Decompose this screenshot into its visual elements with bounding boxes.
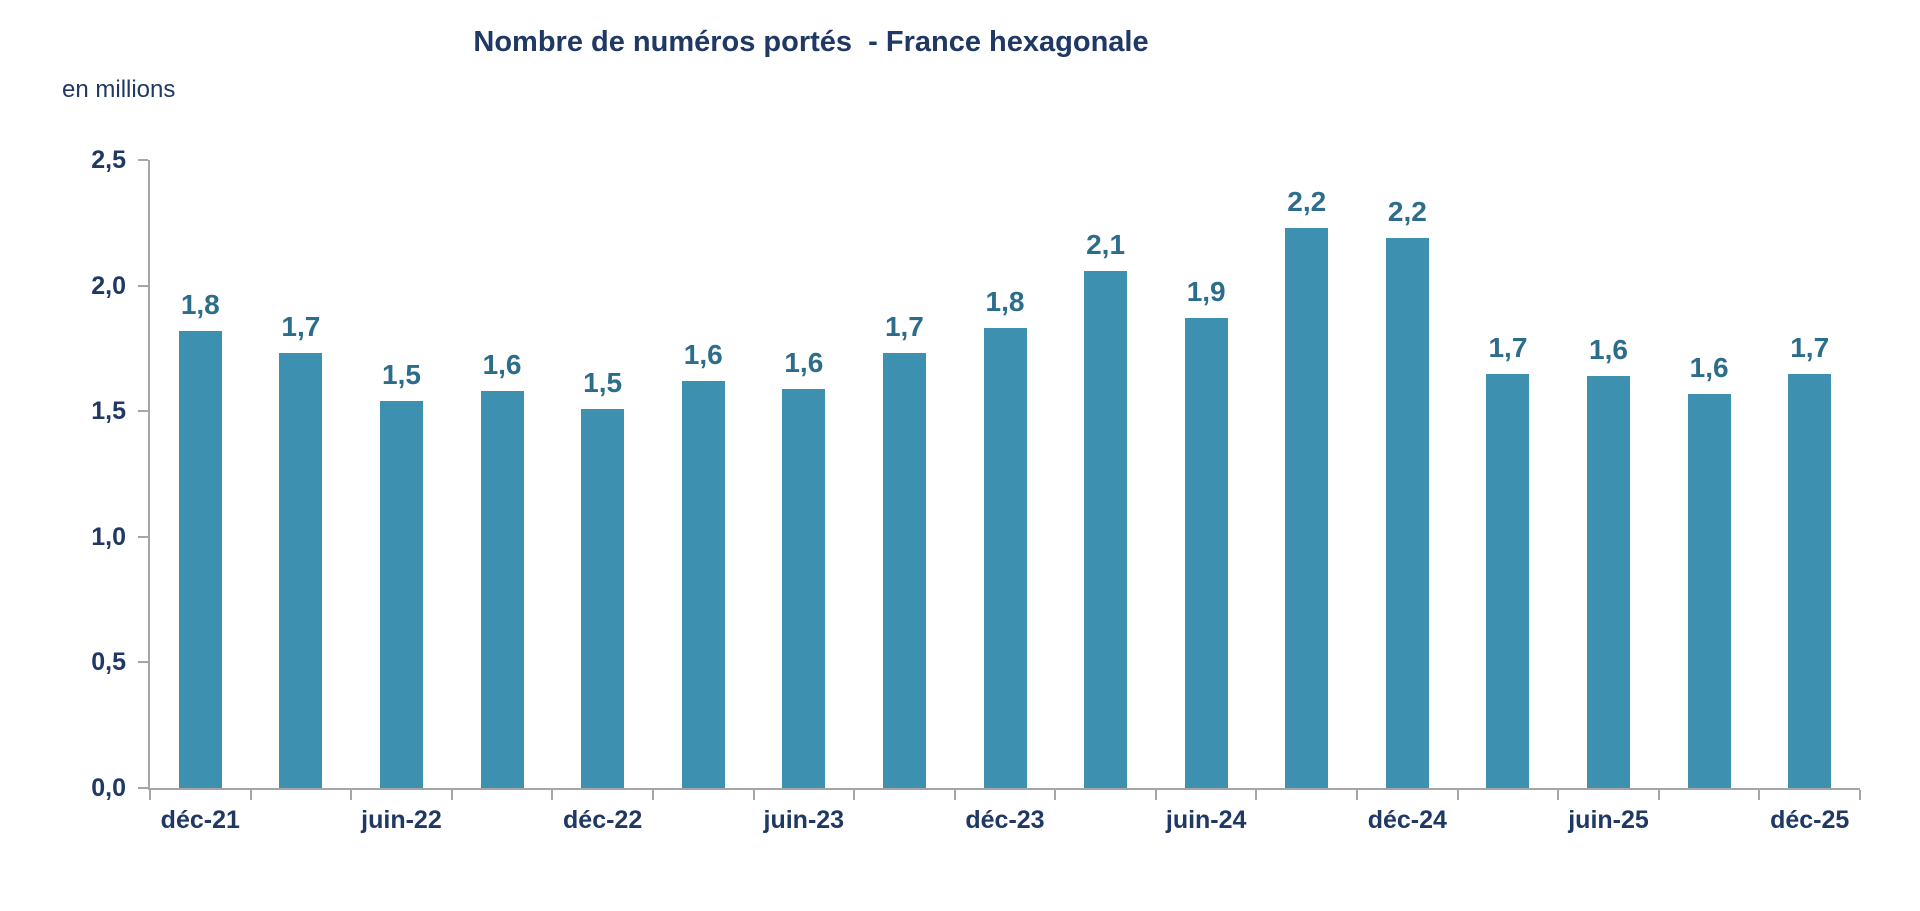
bar-value-label: 1,6	[1689, 351, 1729, 383]
x-axis-tick-label: déc-25	[1770, 806, 1850, 834]
x-axis-tick	[350, 790, 353, 800]
chart-title: Nombre de numéros portés - France hexago…	[473, 26, 1149, 58]
x-axis-tick	[1557, 790, 1560, 800]
bar	[581, 408, 625, 788]
x-axis-tick	[1456, 790, 1459, 800]
bar-value-label: 1,5	[382, 359, 421, 391]
x-axis-tick-label: juin-24	[1165, 806, 1247, 834]
x-axis-tick	[651, 790, 654, 800]
x-axis-tick-label: juin-23	[763, 806, 845, 834]
x-axis-tick-label: juin-25	[1568, 806, 1649, 834]
x-axis-tick	[1758, 790, 1761, 800]
y-axis-tick-label: 0,5	[91, 648, 126, 677]
bar	[480, 391, 524, 788]
x-axis-tick-label: déc-23	[965, 806, 1045, 834]
bar	[882, 353, 926, 788]
x-axis-tick	[450, 790, 453, 800]
y-axis-tick-label: 0,0	[91, 774, 126, 802]
y-axis-tick-label: 1,5	[91, 397, 126, 426]
y-axis-tick	[138, 410, 148, 413]
y-axis-tick-label: 2,5	[91, 146, 126, 174]
bar-value-label: 1,6	[1589, 334, 1628, 366]
bar-value-label: 1,5	[583, 366, 623, 398]
x-axis-tick-label: déc-21	[160, 806, 240, 834]
bar	[379, 401, 423, 788]
bar	[983, 328, 1027, 788]
x-axis-tick	[1356, 790, 1359, 800]
bar-value-label: 2,1	[1086, 228, 1126, 260]
bar	[1687, 393, 1731, 788]
bar	[178, 330, 222, 788]
y-axis-units-label: en millions	[62, 76, 176, 103]
x-axis-tick	[551, 790, 554, 800]
x-axis-tick-label: déc-22	[563, 806, 643, 834]
x-axis-tick	[752, 790, 755, 800]
x-axis-tick	[1657, 790, 1660, 800]
plot-area: 1,8 déc-21 1,7 1,5 juin-22 1,6 1,5 déc-22 1,6 1,6…	[91, 146, 1861, 834]
y-axis-tick	[138, 661, 148, 664]
x-axis-tick	[1054, 790, 1057, 800]
bar-value-label: 1,7	[281, 311, 321, 343]
y-axis-tick	[138, 284, 148, 287]
x-axis-tick-label: juin-22	[361, 806, 442, 834]
bar-value-label: 1,8	[985, 286, 1025, 318]
bar	[1285, 227, 1329, 788]
bar-value-label: 1,6	[683, 339, 723, 371]
bar-value-label: 2,2	[1387, 195, 1427, 227]
bar	[782, 388, 826, 788]
x-axis-tick	[1859, 790, 1861, 800]
x-axis-tick	[249, 790, 252, 800]
bar	[1385, 237, 1429, 788]
bar-value-label: 1,6	[482, 349, 522, 381]
bar	[1486, 373, 1530, 788]
x-axis-tick	[953, 790, 956, 800]
y-axis-tick	[138, 159, 148, 161]
bar-value-label: 1,7	[1790, 331, 1830, 363]
x-axis-tick	[1154, 790, 1157, 800]
x-axis-tick	[853, 790, 856, 800]
y-axis-tick	[138, 535, 148, 538]
bar-value-label: 2,2	[1287, 185, 1327, 217]
x-axis-tick	[149, 790, 151, 800]
x-axis-tick-label: déc-24	[1367, 806, 1447, 834]
y-axis-tick-label: 2,0	[91, 271, 126, 300]
bar-value-label: 1,9	[1186, 276, 1226, 308]
bar	[1184, 318, 1228, 788]
x-axis-tick	[1255, 790, 1258, 800]
bar-value-label: 1,8	[180, 288, 220, 320]
bar	[681, 381, 725, 788]
bar	[1587, 376, 1631, 788]
y-axis-tick	[138, 787, 148, 789]
y-axis-tick-label: 1,0	[91, 522, 126, 551]
bar-value-label: 1,7	[884, 311, 924, 343]
bar	[1788, 373, 1832, 788]
bar	[1084, 270, 1128, 788]
bar-value-label: 1,7	[1488, 331, 1528, 363]
bar	[279, 353, 323, 788]
bar-value-label: 1,6	[784, 346, 824, 378]
